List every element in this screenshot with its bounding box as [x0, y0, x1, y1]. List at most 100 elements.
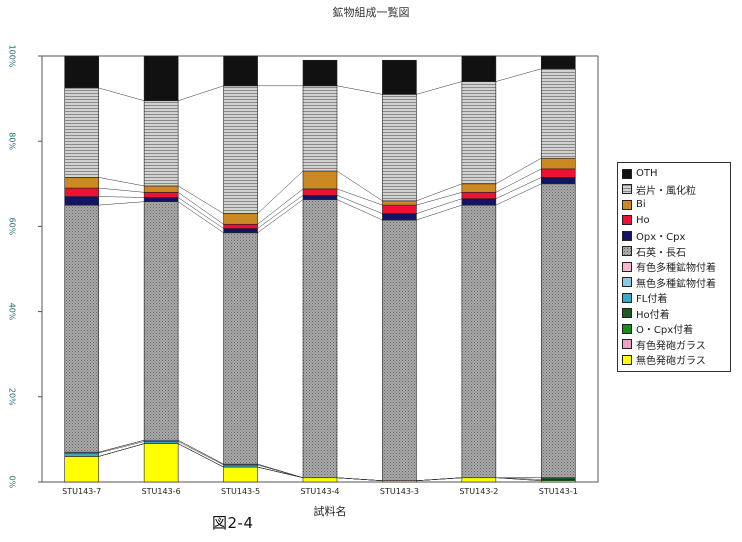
bar-segment: [64, 55, 100, 89]
bar-segment: [64, 187, 100, 197]
series-line: [495, 158, 542, 185]
legend-label: Bi: [636, 199, 646, 211]
legend-swatch: [622, 261, 632, 272]
bar-segment: [64, 177, 100, 189]
legend-item: O・Cpx付着: [618, 321, 730, 337]
legend-swatch: [622, 277, 632, 288]
x-tick-label: STU143-3: [380, 487, 419, 496]
legend-swatch: [622, 184, 632, 195]
legend-swatch: [622, 323, 632, 334]
bar-segment: [461, 198, 497, 206]
legend-swatch: [622, 168, 632, 179]
series-line: [336, 199, 383, 221]
legend-item: 無色多種鉱物付着: [618, 275, 730, 291]
legend-item: 石英・長石: [618, 244, 730, 260]
legend-swatch: [622, 339, 632, 350]
series-line: [336, 477, 383, 481]
series-line: [178, 440, 224, 465]
bar-segment: [223, 213, 258, 225]
series-line: [495, 477, 542, 480]
figure-label: 図2-4: [212, 514, 254, 532]
bar-segment: [302, 85, 338, 172]
series-line: [257, 170, 304, 214]
bar-segment: [540, 177, 576, 185]
bar-segment: [461, 183, 497, 193]
series-line: [416, 477, 462, 481]
x-tick-label: STU143-2: [459, 487, 498, 496]
series-line: [257, 195, 304, 229]
legend-swatch: [622, 199, 632, 210]
legend-swatch: [622, 308, 632, 319]
bar-segment: [64, 204, 100, 453]
series-line: [257, 188, 304, 225]
legend-label: Ho: [636, 214, 650, 226]
bar-segment: [223, 228, 258, 234]
legend-label: Opx・Cpx: [636, 232, 686, 244]
series-line: [98, 196, 145, 198]
bar-segment: [540, 168, 576, 178]
y-tick-label: 40%: [8, 303, 17, 321]
bar-segment: [64, 87, 100, 178]
series-line: [495, 68, 542, 82]
series-line: [336, 85, 383, 95]
bar-segment: [382, 204, 417, 214]
legend-item: Bi: [618, 197, 730, 213]
bar-segment: [382, 59, 417, 95]
y-tick-label: 100%: [8, 45, 17, 68]
series-line: [336, 188, 383, 206]
bar-segment: [461, 81, 497, 185]
bar-segment: [223, 55, 258, 87]
series-line: [178, 201, 224, 233]
bar-segment: [223, 232, 258, 465]
bar-segment: [223, 466, 258, 483]
series-line: [98, 177, 145, 187]
x-tick-label: STU143-4: [300, 487, 339, 496]
legend-swatch: [622, 354, 632, 365]
bar-segment: [382, 200, 417, 206]
series-line: [178, 85, 224, 101]
legend-label: 無色発砲ガラス: [636, 356, 706, 368]
bar-segment: [302, 59, 338, 87]
y-tick-label: 80%: [8, 132, 17, 150]
y-tick-label: 20%: [8, 388, 17, 406]
legend-label: 石英・長石: [636, 247, 686, 259]
series-line: [98, 441, 145, 454]
series-line: [495, 168, 542, 193]
bar-segment: [302, 170, 338, 190]
bar-segment: [540, 157, 576, 170]
bar-segment: [64, 452, 100, 457]
legend-swatch: [622, 215, 632, 226]
legend-item: Ho付着: [618, 306, 730, 322]
legend-label: OTH: [636, 168, 658, 180]
bar-segment: [143, 441, 179, 444]
legend-item: 有色発砲ガラス: [618, 337, 730, 353]
bar-segment: [302, 188, 338, 196]
series-line: [178, 197, 224, 229]
x-tick-label: STU143-5: [221, 487, 260, 496]
x-tick-label: STU143-1: [539, 487, 578, 496]
legend-label: O・Cpx付着: [636, 325, 694, 337]
bar-segment: [223, 223, 258, 229]
bar-segment: [143, 100, 179, 187]
legend-label: 有色多種鉱物付着: [636, 263, 716, 275]
legend-swatch: [622, 230, 632, 241]
series-line: [98, 440, 145, 453]
bar-segment: [382, 94, 417, 202]
bar-segment: [382, 213, 417, 221]
bar-segment: [302, 195, 338, 200]
bar-segment: [302, 477, 338, 483]
bar-segment: [302, 199, 338, 479]
series-line: [416, 204, 462, 221]
series-line: [177, 192, 224, 225]
bar-segment: [223, 464, 258, 468]
series-line: [416, 81, 462, 95]
bar-segment: [143, 185, 179, 193]
series-line: [98, 87, 145, 101]
y-tick-label: 60%: [8, 218, 17, 236]
series-line: [336, 195, 383, 214]
bar-segment: [382, 219, 417, 482]
series-line: [98, 201, 145, 206]
series-line: [336, 170, 383, 202]
series-line: [178, 441, 224, 466]
